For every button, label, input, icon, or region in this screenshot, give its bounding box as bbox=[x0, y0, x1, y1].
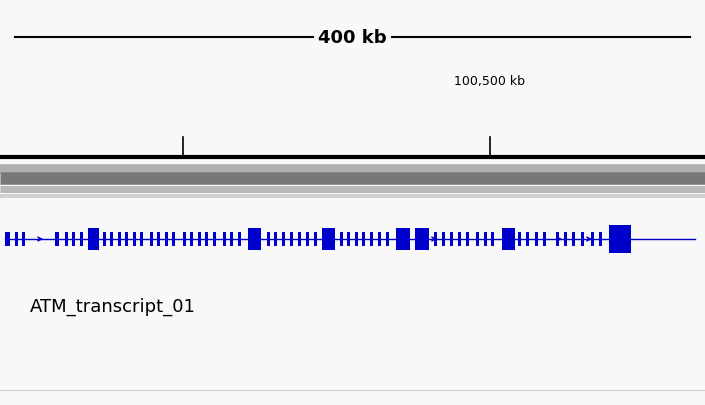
Bar bbox=[274, 232, 277, 246]
Text: 400 kb: 400 kb bbox=[318, 29, 387, 47]
Bar bbox=[370, 232, 373, 246]
Bar bbox=[230, 232, 233, 246]
Bar bbox=[434, 232, 437, 246]
Bar bbox=[267, 232, 270, 246]
Bar bbox=[140, 232, 143, 246]
Bar bbox=[340, 232, 343, 246]
Bar bbox=[581, 232, 584, 246]
Bar bbox=[290, 232, 293, 246]
Bar bbox=[103, 232, 106, 246]
Bar bbox=[572, 232, 575, 246]
Bar bbox=[466, 232, 469, 246]
Bar bbox=[556, 232, 559, 246]
Bar bbox=[125, 232, 128, 246]
Bar bbox=[609, 226, 631, 254]
Bar bbox=[306, 232, 309, 246]
Bar bbox=[223, 232, 226, 246]
Bar bbox=[282, 232, 285, 246]
Bar bbox=[484, 232, 487, 246]
Bar bbox=[248, 228, 261, 250]
Bar bbox=[133, 232, 136, 246]
Bar bbox=[415, 228, 429, 250]
Bar bbox=[450, 232, 453, 246]
Bar bbox=[205, 232, 208, 246]
Bar bbox=[442, 232, 445, 246]
Bar bbox=[396, 228, 410, 250]
Bar bbox=[165, 232, 168, 246]
Bar bbox=[157, 232, 160, 246]
Bar bbox=[213, 232, 216, 246]
Bar bbox=[347, 232, 350, 246]
Bar bbox=[172, 232, 175, 246]
Bar bbox=[65, 232, 68, 246]
Bar bbox=[72, 232, 75, 246]
Bar bbox=[355, 232, 358, 246]
Bar bbox=[88, 228, 99, 250]
Text: ATM_transcript_01: ATM_transcript_01 bbox=[30, 297, 196, 315]
Bar bbox=[15, 232, 18, 246]
Bar bbox=[118, 232, 121, 246]
Text: 100,500 kb: 100,500 kb bbox=[455, 75, 525, 88]
Bar bbox=[150, 232, 153, 246]
Bar bbox=[238, 232, 241, 246]
Bar bbox=[22, 232, 25, 246]
Bar bbox=[5, 232, 10, 246]
Bar bbox=[476, 232, 479, 246]
Bar bbox=[198, 232, 201, 246]
Bar bbox=[502, 228, 515, 250]
Bar bbox=[564, 232, 567, 246]
Bar bbox=[386, 232, 389, 246]
Bar bbox=[322, 228, 335, 250]
Bar bbox=[526, 232, 529, 246]
Bar bbox=[458, 232, 461, 246]
Bar bbox=[535, 232, 538, 246]
Bar bbox=[362, 232, 365, 246]
Bar bbox=[190, 232, 193, 246]
Bar bbox=[314, 232, 317, 246]
Bar bbox=[55, 232, 59, 246]
Bar bbox=[378, 232, 381, 246]
Bar bbox=[80, 232, 83, 246]
Bar bbox=[591, 232, 594, 246]
Bar bbox=[518, 232, 521, 246]
Bar bbox=[599, 232, 602, 246]
Bar bbox=[298, 232, 301, 246]
Bar bbox=[491, 232, 494, 246]
Bar bbox=[110, 232, 113, 246]
Bar bbox=[543, 232, 546, 246]
Bar bbox=[183, 232, 186, 246]
